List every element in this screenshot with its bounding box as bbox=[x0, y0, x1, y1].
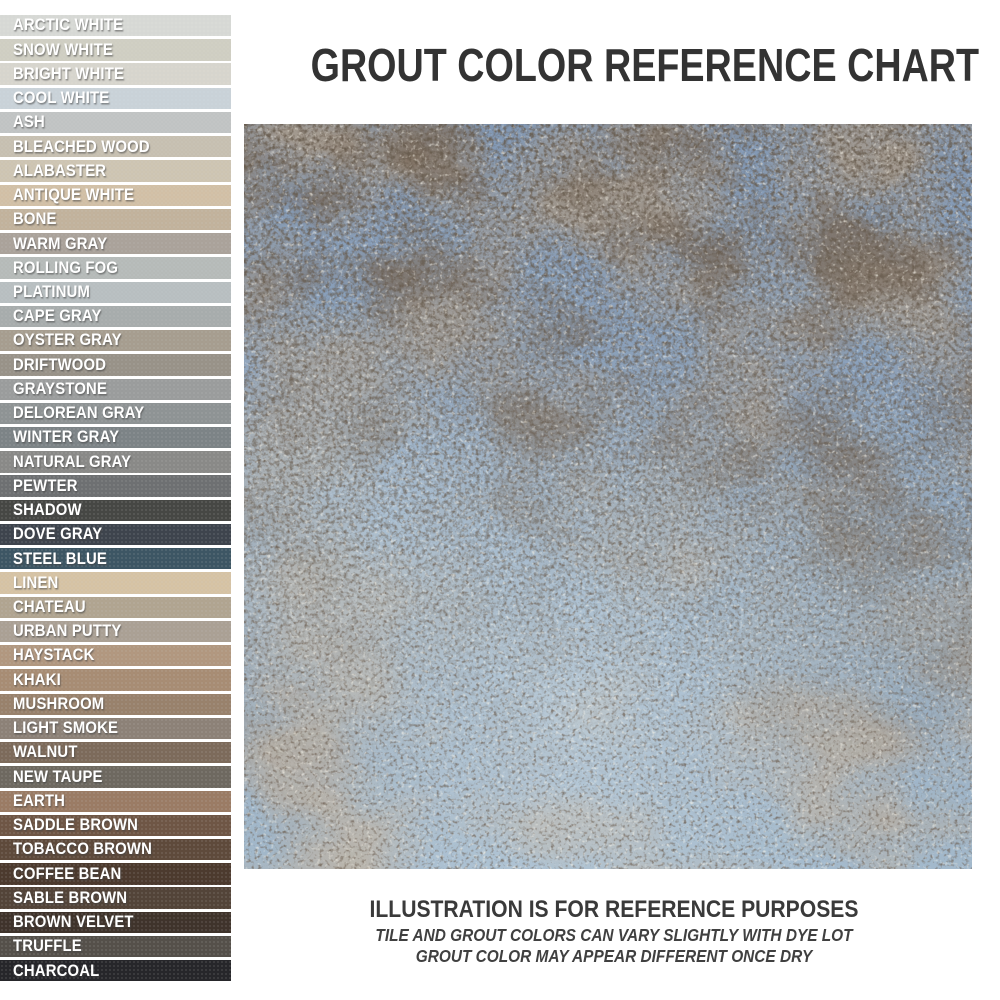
swatch-row: MUSHROOM bbox=[0, 693, 231, 715]
swatch-row: DOVE GRAY bbox=[0, 523, 231, 546]
swatch-row: CHARCOAL bbox=[0, 960, 231, 982]
swatch-label: NATURAL GRAY bbox=[13, 452, 132, 471]
swatch-row: WALNUT bbox=[0, 742, 231, 764]
swatch-row: SHADOW bbox=[0, 499, 231, 521]
swatch-row: WINTER GRAY bbox=[0, 426, 231, 449]
swatch-row: URBAN PUTTY bbox=[0, 620, 231, 643]
swatch-label: PEWTER bbox=[13, 476, 78, 495]
disclaimer-line2: TILE AND GROUT COLORS CAN VARY SLIGHTLY … bbox=[375, 925, 853, 945]
swatch-label: ALABASTER bbox=[13, 161, 107, 180]
swatch-row: SABLE BROWN bbox=[0, 887, 231, 909]
swatch-label: LIGHT SMOKE bbox=[13, 719, 119, 738]
swatch-row: EARTH bbox=[0, 790, 231, 812]
swatch-row: PEWTER bbox=[0, 475, 231, 497]
swatch-label: URBAN PUTTY bbox=[13, 622, 122, 641]
swatch-row: BRIGHT WHITE bbox=[0, 63, 231, 85]
swatch-label: GRAYSTONE bbox=[13, 379, 108, 398]
swatch-row: BROWN VELVET bbox=[0, 911, 231, 933]
page-title: GROUT COLOR REFERENCE CHART bbox=[310, 39, 980, 91]
swatch-label: SABLE BROWN bbox=[13, 888, 128, 907]
swatch-label: CHATEAU bbox=[13, 598, 86, 617]
swatch-row: CAPE GRAY bbox=[0, 305, 231, 328]
swatch-label: BONE bbox=[13, 210, 57, 229]
swatch-label: COFFEE BEAN bbox=[13, 864, 122, 883]
swatch-label: SADDLE BROWN bbox=[13, 816, 139, 835]
swatch-label: NEW TAUPE bbox=[13, 767, 103, 786]
swatch-label: DOVE GRAY bbox=[13, 525, 103, 544]
swatch-row: SNOW WHITE bbox=[0, 39, 231, 61]
swatch-row: LINEN bbox=[0, 572, 231, 594]
swatch-label: SHADOW bbox=[13, 501, 82, 520]
swatch-label: EARTH bbox=[13, 791, 66, 810]
swatch-label: TOBACCO BROWN bbox=[13, 840, 153, 859]
swatch-row: LIGHT SMOKE bbox=[0, 717, 231, 740]
swatch-row: COFFEE BEAN bbox=[0, 863, 231, 885]
swatch-label: CHARCOAL bbox=[13, 961, 100, 980]
swatch-label: MUSHROOM bbox=[13, 694, 105, 713]
swatch-label: BRIGHT WHITE bbox=[13, 64, 125, 83]
disclaimer: ILLUSTRATION IS FOR REFERENCE PURPOSES T… bbox=[244, 897, 984, 967]
swatch-label: PLATINUM bbox=[13, 282, 91, 301]
swatch-row: ROLLING FOG bbox=[0, 257, 231, 279]
swatch-label: BLEACHED WOOD bbox=[13, 137, 150, 156]
swatch-row: TRUFFLE bbox=[0, 935, 231, 958]
swatch-row: ARCTIC WHITE bbox=[0, 15, 231, 37]
swatch-label: WINTER GRAY bbox=[13, 428, 120, 447]
swatch-row: DELOREAN GRAY bbox=[0, 402, 231, 425]
swatch-row: HAYSTACK bbox=[0, 645, 231, 667]
swatch-label: KHAKI bbox=[13, 670, 61, 689]
swatch-label: LINEN bbox=[13, 573, 59, 592]
swatch-label: ASH bbox=[13, 113, 45, 132]
swatch-row: GRAYSTONE bbox=[0, 378, 231, 400]
swatch-row: TOBACCO BROWN bbox=[0, 838, 231, 861]
swatch-label: ARCTIC WHITE bbox=[13, 16, 124, 35]
swatch-row: NATURAL GRAY bbox=[0, 451, 231, 473]
swatch-label: CAPE GRAY bbox=[13, 307, 102, 326]
disclaimer-line1: ILLUSTRATION IS FOR REFERENCE PURPOSES bbox=[369, 896, 859, 923]
swatch-label: BROWN VELVET bbox=[13, 913, 134, 932]
swatch-row: ALABASTER bbox=[0, 160, 231, 182]
swatch-row: NEW TAUPE bbox=[0, 766, 231, 788]
disclaimer-line3: GROUT COLOR MAY APPEAR DIFFERENT ONCE DR… bbox=[415, 946, 813, 966]
swatch-row: PLATINUM bbox=[0, 281, 231, 303]
swatch-label: WALNUT bbox=[13, 743, 78, 762]
swatch-label: DELOREAN GRAY bbox=[13, 404, 145, 423]
swatch-label: STEEL BLUE bbox=[13, 549, 107, 568]
swatch-row: DRIFTWOOD bbox=[0, 354, 231, 376]
swatch-row: SADDLE BROWN bbox=[0, 814, 231, 837]
swatch-row: BONE bbox=[0, 208, 231, 231]
swatch-row: BLEACHED WOOD bbox=[0, 136, 231, 158]
swatch-label: ROLLING FOG bbox=[13, 258, 119, 277]
tile-sample-image bbox=[244, 124, 972, 869]
swatch-row: ANTIQUE WHITE bbox=[0, 184, 231, 206]
swatch-list: ARCTIC WHITE SNOW WHITE BRIGHT WHITE COO… bbox=[0, 15, 231, 982]
swatch-label: WARM GRAY bbox=[13, 234, 108, 253]
swatch-row: STEEL BLUE bbox=[0, 548, 231, 570]
tile-texture-svg bbox=[244, 124, 972, 869]
swatch-row: ASH bbox=[0, 111, 231, 134]
swatch-row: COOL WHITE bbox=[0, 87, 231, 109]
swatch-label: TRUFFLE bbox=[13, 937, 82, 956]
swatch-row: WARM GRAY bbox=[0, 233, 231, 255]
swatch-label: SNOW WHITE bbox=[13, 40, 113, 59]
tile-light-speckle-layer bbox=[244, 124, 972, 869]
swatch-label: ANTIQUE WHITE bbox=[13, 186, 135, 205]
swatch-label: DRIFTWOOD bbox=[13, 355, 107, 374]
swatch-row: OYSTER GRAY bbox=[0, 330, 231, 352]
swatch-row: CHATEAU bbox=[0, 596, 231, 618]
swatch-row: KHAKI bbox=[0, 669, 231, 691]
swatch-label: HAYSTACK bbox=[13, 646, 95, 665]
swatch-label: OYSTER GRAY bbox=[13, 331, 122, 350]
swatch-label: COOL WHITE bbox=[13, 89, 110, 108]
